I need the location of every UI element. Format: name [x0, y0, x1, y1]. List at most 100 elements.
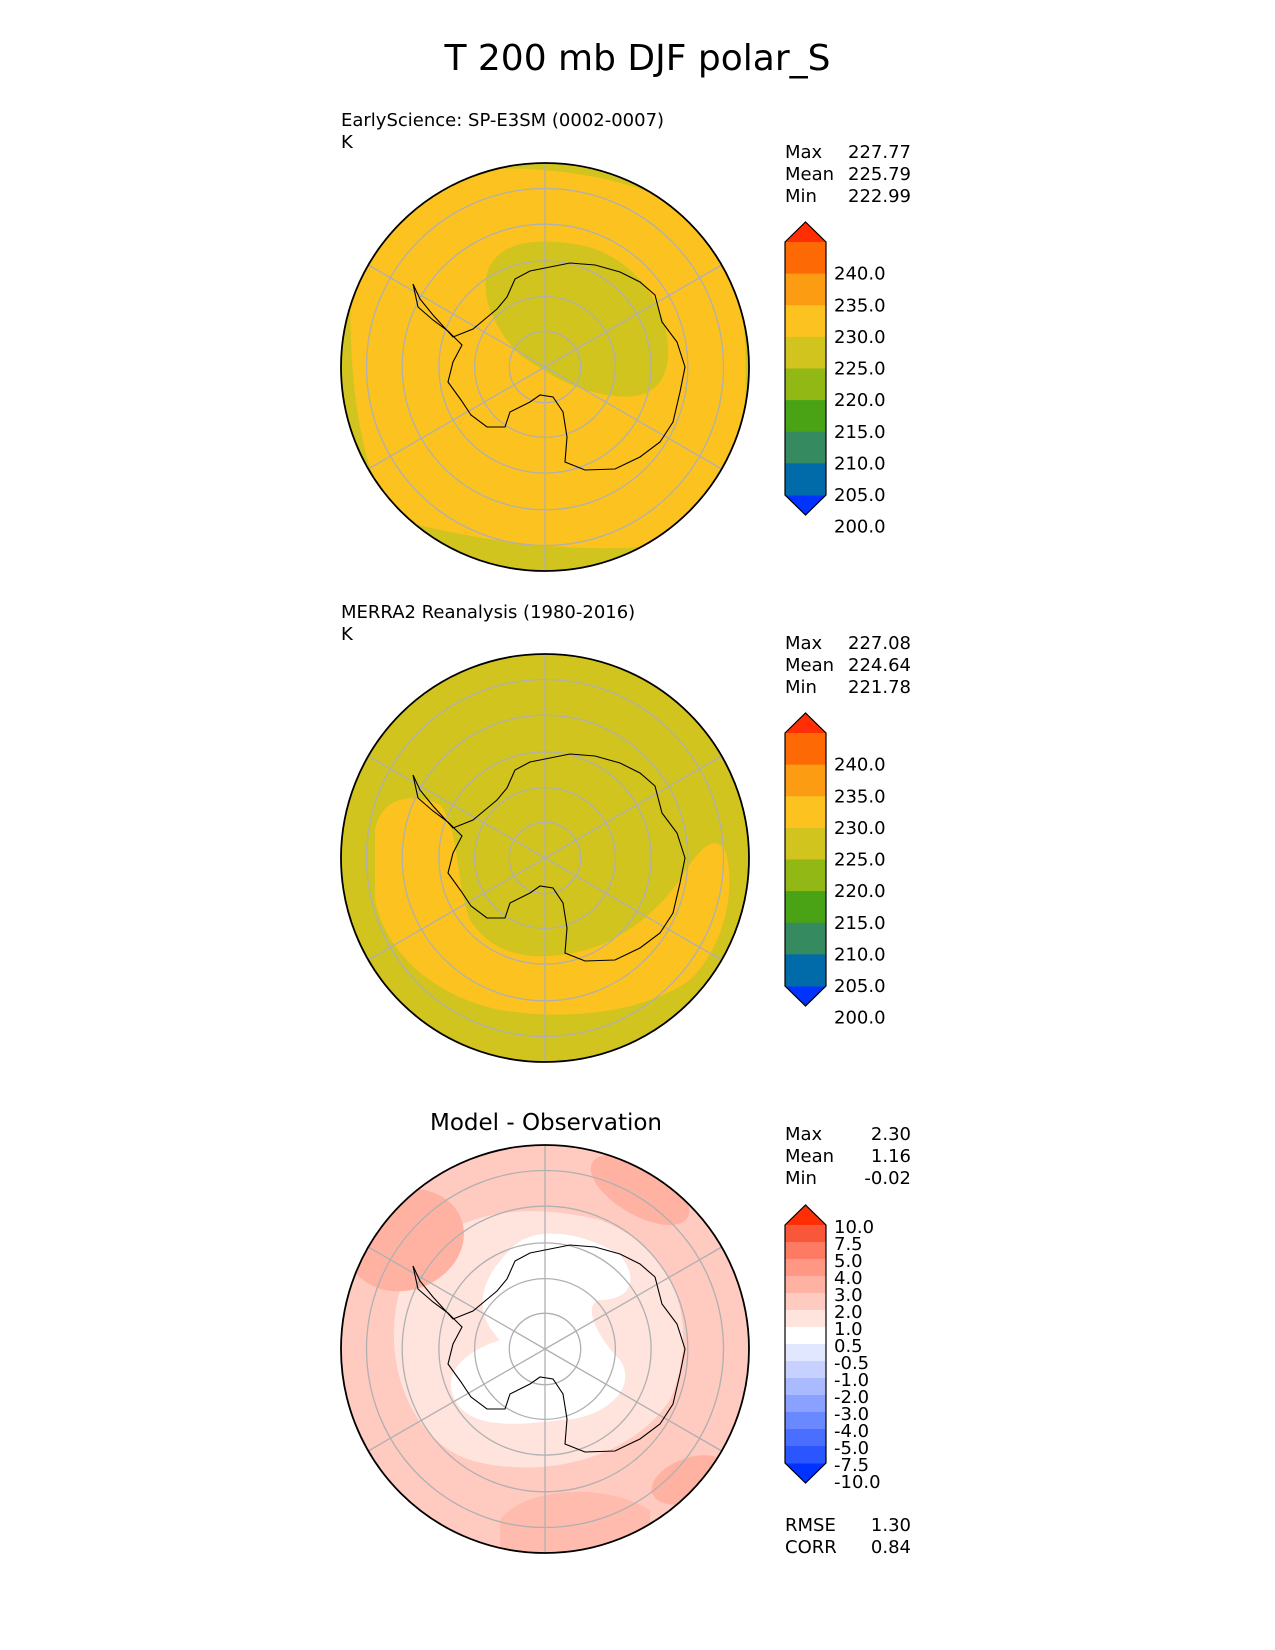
metric-label: CORR — [785, 1537, 837, 1558]
colorbar-tick-label: 220.0 — [834, 881, 886, 902]
stat-label: Mean — [785, 655, 835, 676]
diff-title: Model - Observation — [429, 1110, 663, 1136]
meridian-line — [544, 1348, 723, 1452]
colorbar-tick-label: 240.0 — [834, 264, 886, 285]
stat-value: 227.08 — [848, 633, 911, 654]
colorbar-extend-max — [785, 1205, 826, 1225]
colorbar-segment — [785, 1429, 826, 1447]
colorbar-segment — [785, 1412, 826, 1430]
panel2-field-edge — [343, 800, 350, 900]
stat-value: 227.77 — [848, 142, 911, 163]
colorbar-tick-label: -0.5 — [834, 1353, 869, 1374]
panel1-units: K — [341, 132, 353, 153]
colorbar-tick-label: 4.0 — [834, 1268, 863, 1289]
panel3-colorbar: 10.07.55.04.03.02.01.00.5-0.5-1.0-2.0-3.… — [784, 1204, 881, 1493]
panel1-graticule — [365, 163, 725, 571]
meridian-line — [367, 1246, 546, 1350]
colorbar-tick-label: 200.0 — [834, 517, 886, 538]
colorbar-tick-label: 0.5 — [834, 1336, 863, 1357]
stat-value: -0.02 — [864, 1168, 911, 1189]
colorbar-tick-label: -4.0 — [834, 1421, 869, 1442]
colorbar-tick-label: 10.0 — [834, 1217, 874, 1238]
panel3-stats: Max 2.30 Mean 1.16 Min -0.02 — [785, 1124, 911, 1190]
stat-value: 1.16 — [870, 1146, 911, 1167]
stat-label: Min — [785, 677, 817, 698]
colorbar-tick-label: 215.0 — [834, 422, 886, 443]
colorbar-segment — [785, 891, 826, 924]
panel1-antarctica-coastline — [412, 262, 686, 471]
colorbar-tick-label: -1.0 — [834, 1370, 869, 1391]
colorbar-tick-label: 220.0 — [834, 390, 886, 411]
colorbar-tick-label: 230.0 — [834, 327, 886, 348]
colorbar-tick-label: 230.0 — [834, 818, 886, 839]
colorbar-segment — [785, 463, 826, 496]
colorbar-segment — [785, 1259, 826, 1277]
colorbar-outline — [784, 221, 827, 516]
colorbar-extend-max — [785, 713, 826, 733]
colorbar-segment — [785, 1293, 826, 1311]
panel2-field-warm-ring — [375, 798, 730, 1015]
colorbar-tick-label: 240.0 — [834, 755, 886, 776]
colorbar-tick-label: -2.0 — [834, 1387, 869, 1408]
metric-value: 0.84 — [870, 1537, 911, 1558]
colorbar-segment — [785, 431, 826, 464]
panel1-colorbar: 240.0 235.0 230.0 225.0 220.0 215.0 210.0 205.0… — [784, 221, 886, 538]
meridian-line — [544, 264, 723, 368]
panel3-antarctica-coastline — [412, 1244, 686, 1453]
panel2-case-name: MERRA2 Reanalysis (1980-2016) — [341, 602, 636, 623]
meridian-line — [544, 755, 723, 859]
colorbar-segment — [785, 1395, 826, 1413]
panel2-map-boundary — [340, 653, 750, 1063]
colorbar-segment — [785, 368, 826, 401]
colorbar-segment — [785, 1361, 826, 1379]
colorbar-extend-min — [785, 986, 826, 1006]
panel2-map — [340, 653, 750, 1063]
stat-label: Max — [785, 633, 823, 654]
colorbar-segment — [785, 859, 826, 892]
colorbar-tick-label: 3.0 — [834, 1285, 863, 1306]
colorbar-segment — [785, 1446, 826, 1464]
colorbar-tick-label: 215.0 — [834, 913, 886, 934]
colorbar-outline — [784, 712, 827, 1007]
colorbar-tick-label: 210.0 — [834, 944, 886, 965]
panel2-stats: Max 227.08 Mean 224.64 Min 221.78 — [785, 633, 911, 699]
colorbar-segment — [785, 954, 826, 987]
panel2-graticule — [365, 654, 725, 1062]
colorbar-tick-label: -10.0 — [834, 1472, 881, 1493]
colorbar-tick-label: 225.0 — [834, 850, 886, 871]
colorbar-tick-label: 205.0 — [834, 976, 886, 997]
colorbar-tick-label: 235.0 — [834, 295, 886, 316]
meridian-line — [367, 755, 546, 859]
panel3-map — [340, 1144, 750, 1554]
colorbar-segment — [785, 400, 826, 433]
meridian-line — [367, 1348, 546, 1452]
figure-title: T 200 mb DJF polar_S — [444, 38, 831, 79]
panel3-metrics: RMSE 1.30 CORR 0.84 — [785, 1515, 911, 1559]
stat-value: 224.64 — [848, 655, 911, 676]
meridian-line — [544, 857, 723, 961]
panel3-field-neutral — [451, 1233, 631, 1424]
colorbar-extend-min — [785, 495, 826, 515]
colorbar-segment — [785, 336, 826, 370]
meridian-line — [544, 366, 723, 470]
meridian-line — [544, 1246, 723, 1350]
colorbar-tick-label: 200.0 — [834, 1008, 886, 1029]
colorbar-tick-label: 225.0 — [834, 359, 886, 380]
stat-label: Min — [785, 1168, 817, 1189]
colorbar-segment — [785, 922, 826, 955]
panel1-field-cold-core — [485, 241, 669, 397]
metric-value: 1.30 — [870, 1515, 911, 1536]
colorbar-segment — [785, 733, 826, 766]
panel3-field-warm-2 — [590, 1155, 690, 1225]
colorbar-extend-min — [785, 1463, 826, 1483]
colorbar-segment — [785, 1276, 826, 1294]
colorbar-segment — [785, 1225, 826, 1243]
stat-label: Max — [785, 142, 823, 163]
colorbar-tick-label: 2.0 — [834, 1302, 863, 1323]
colorbar-tick-label: 210.0 — [834, 453, 886, 474]
panel1-map — [340, 162, 750, 572]
colorbar-tick-label: -5.0 — [834, 1438, 869, 1459]
panel1-map-boundary — [340, 162, 750, 572]
panel2-units: K — [341, 624, 353, 645]
